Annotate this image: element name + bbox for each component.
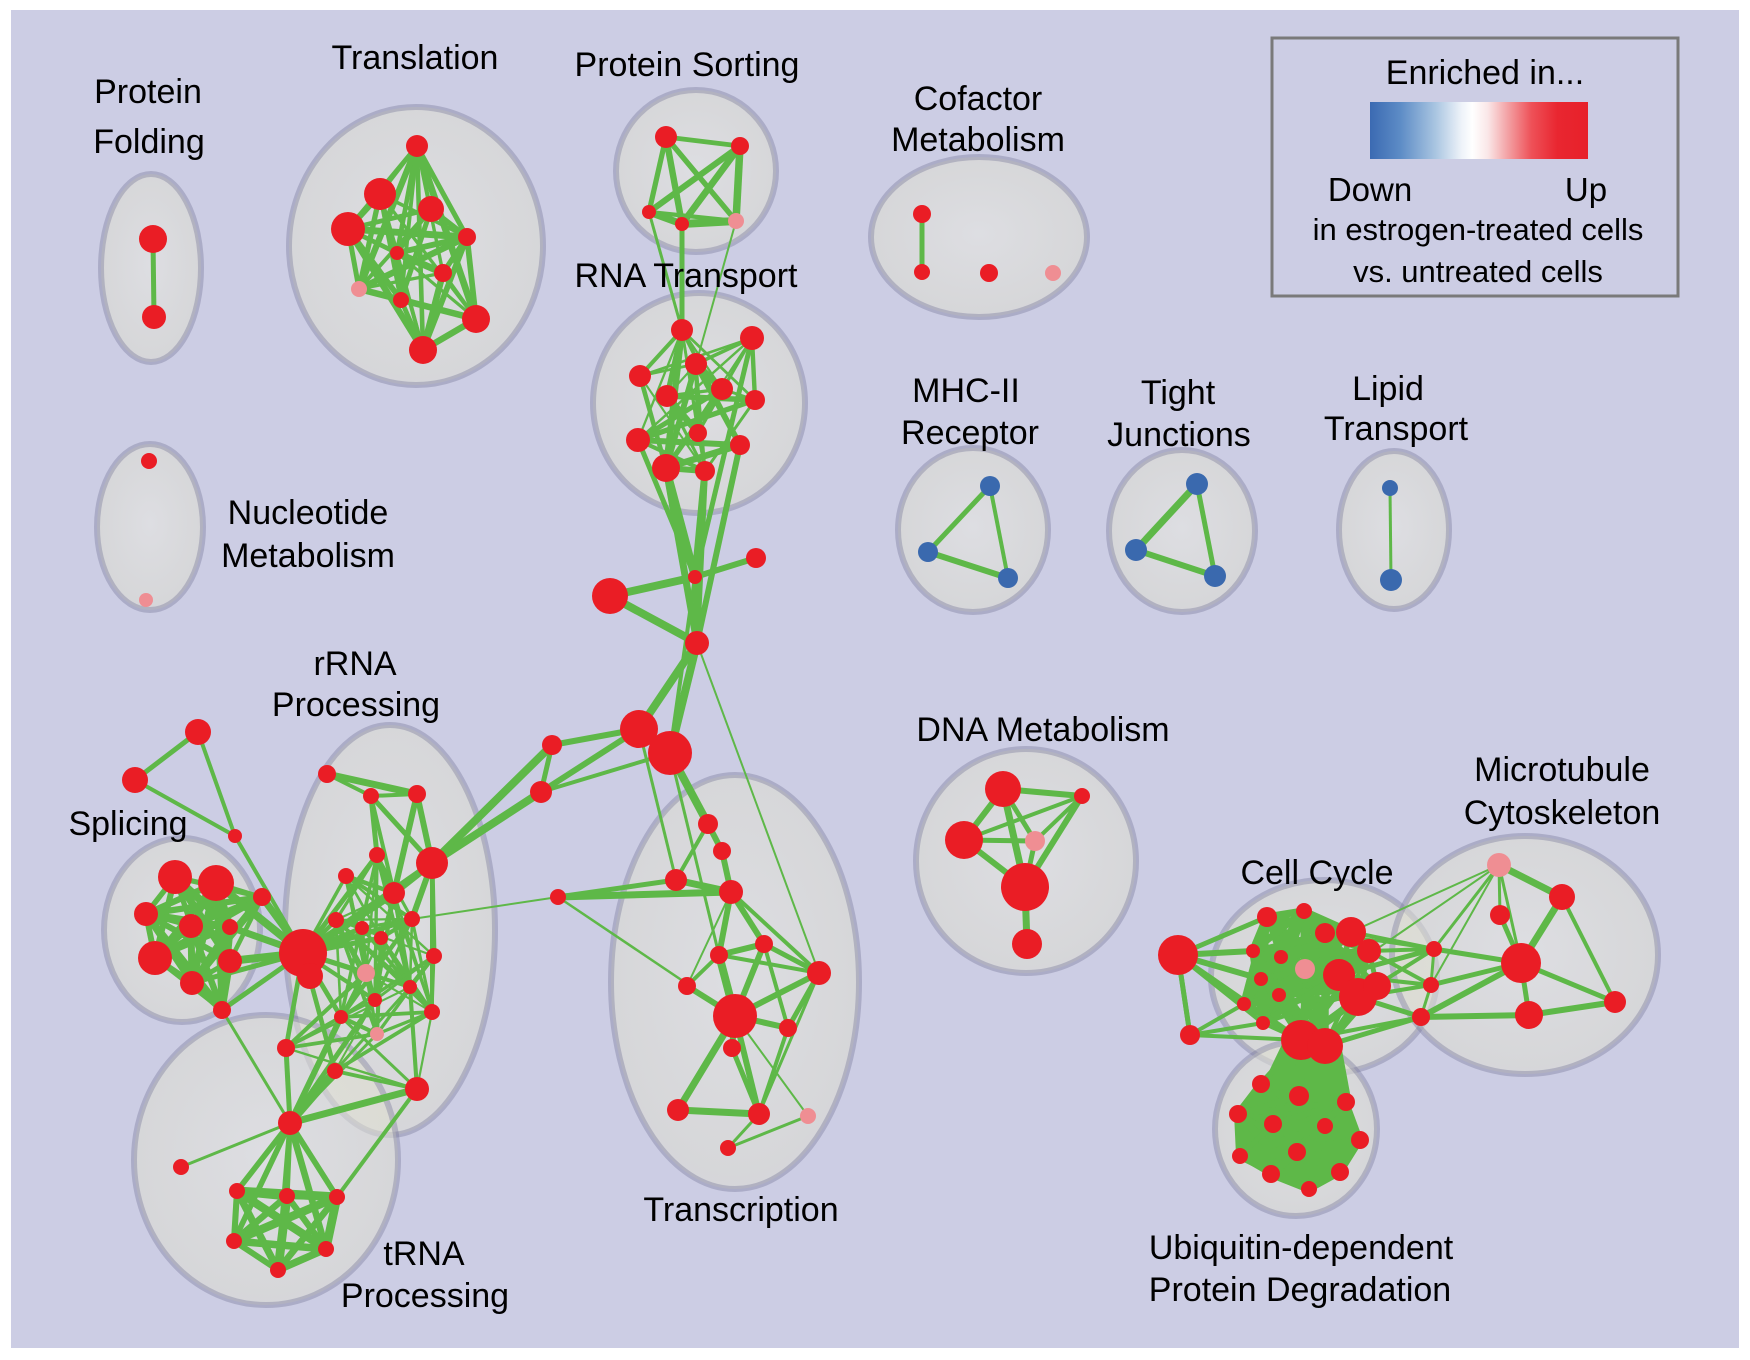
svg-text:Metabolism: Metabolism — [221, 537, 395, 575]
svg-text:Ubiquitin-dependent: Ubiquitin-dependent — [1149, 1229, 1454, 1267]
svg-text:Cytoskeleton: Cytoskeleton — [1464, 794, 1661, 832]
svg-text:rRNA: rRNA — [313, 645, 396, 683]
svg-text:Junctions: Junctions — [1107, 416, 1251, 454]
svg-text:vs. untreated cells: vs. untreated cells — [1353, 254, 1603, 289]
svg-text:Cofactor: Cofactor — [914, 80, 1043, 118]
svg-text:Transport: Transport — [1324, 410, 1469, 448]
svg-text:Folding: Folding — [93, 123, 205, 161]
svg-text:Processing: Processing — [341, 1277, 509, 1315]
svg-text:Up: Up — [1565, 171, 1607, 208]
svg-text:MHC-II: MHC-II — [912, 372, 1020, 410]
svg-text:Metabolism: Metabolism — [891, 121, 1065, 159]
svg-text:Protein: Protein — [94, 73, 202, 111]
svg-text:Translation: Translation — [332, 39, 499, 77]
svg-text:Cell Cycle: Cell Cycle — [1240, 854, 1393, 892]
svg-text:DNA Metabolism: DNA Metabolism — [916, 711, 1169, 749]
svg-text:tRNA: tRNA — [383, 1235, 465, 1273]
svg-text:Lipid: Lipid — [1352, 370, 1424, 408]
svg-text:Down: Down — [1328, 171, 1412, 208]
svg-text:Splicing: Splicing — [68, 805, 187, 843]
svg-text:Enriched in...: Enriched in... — [1386, 54, 1584, 92]
svg-text:Nucleotide: Nucleotide — [228, 494, 389, 532]
svg-text:Protein Sorting: Protein Sorting — [575, 46, 800, 84]
svg-text:Receptor: Receptor — [901, 414, 1039, 452]
svg-text:in estrogen-treated cells: in estrogen-treated cells — [1313, 212, 1644, 247]
svg-text:Microtubule: Microtubule — [1474, 751, 1650, 789]
svg-text:RNA Transport: RNA Transport — [575, 257, 799, 295]
svg-text:Protein Degradation: Protein Degradation — [1149, 1271, 1451, 1309]
svg-text:Tight: Tight — [1141, 374, 1216, 412]
svg-text:Transcription: Transcription — [643, 1191, 838, 1229]
svg-text:Processing: Processing — [272, 686, 440, 724]
